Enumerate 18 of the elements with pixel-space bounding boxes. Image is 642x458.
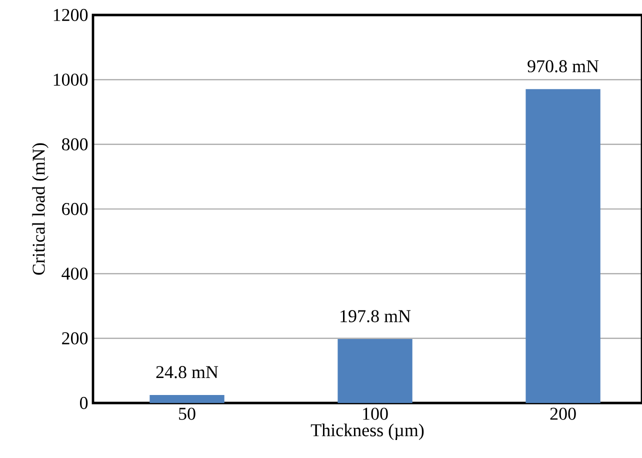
data-label: 197.8 mN [340,310,411,322]
y-axis-title: Critical load (mN) [32,143,48,275]
x-tick-label: 200 [550,408,576,420]
y-tick-label: 800 [62,138,88,150]
bar [338,339,412,403]
bar [150,394,224,403]
x-tick-label: 100 [363,408,388,420]
data-label: 24.8 mN [156,366,218,378]
x-axis-title: Thickness (µm) [310,424,424,440]
y-tick-label: 400 [62,268,88,280]
y-tick-label: 200 [62,332,88,344]
y-tick-label: 0 [80,396,88,410]
bar [526,89,600,403]
data-label: 970.8 mN [528,60,599,72]
x-tick-label: 50 [179,408,196,420]
y-tick-label: 1000 [54,74,88,86]
y-tick-label: 1200 [54,8,88,22]
y-tick-label: 600 [62,202,88,216]
